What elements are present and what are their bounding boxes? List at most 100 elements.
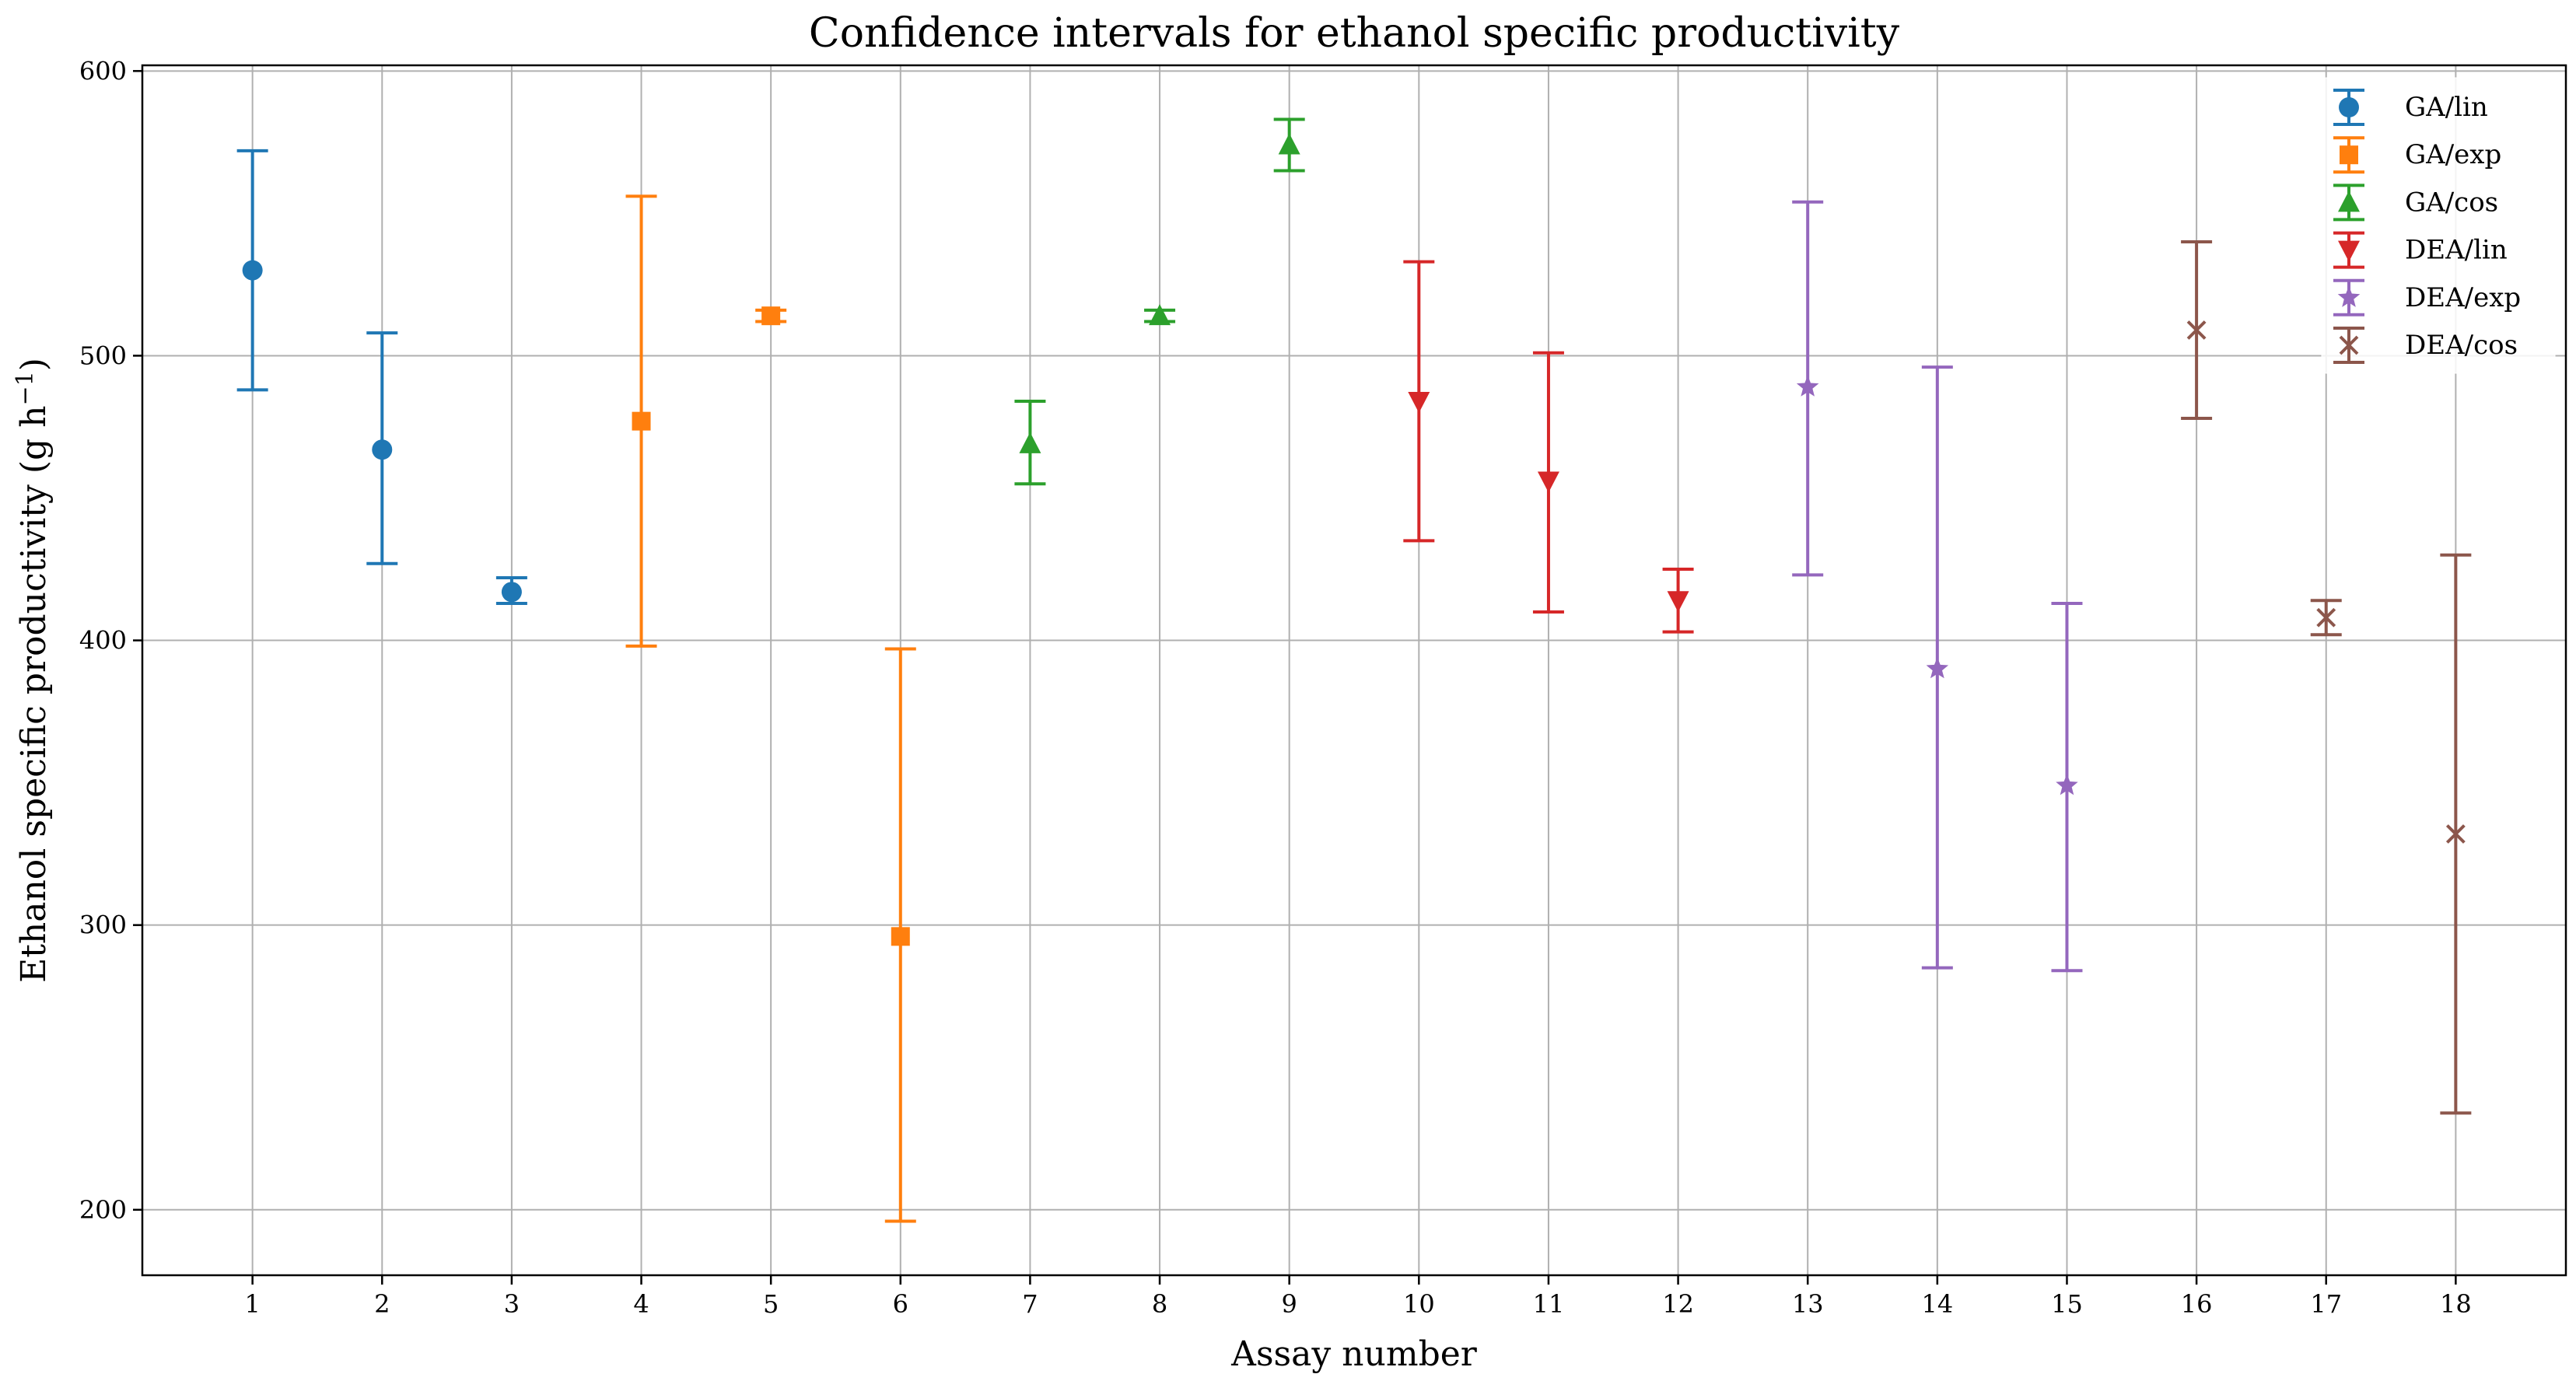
legend-label: DEA/lin	[2405, 235, 2508, 266]
legend-marker	[2339, 97, 2359, 117]
data-point	[2051, 601, 2083, 973]
x-tick-label: 17	[2310, 1289, 2342, 1319]
data-marker	[1796, 375, 1819, 397]
marker-stroke	[2186, 320, 2207, 340]
data-marker	[1019, 432, 1041, 453]
data-point	[625, 194, 657, 648]
series-dea-lin	[1403, 260, 1694, 634]
data-marker	[2186, 320, 2207, 340]
y-axis-label-close: )	[14, 358, 54, 371]
x-tick-label: 18	[2440, 1289, 2472, 1319]
data-marker	[501, 582, 522, 603]
data-point	[366, 331, 398, 565]
data-marker	[1278, 133, 1300, 155]
x-tick-label: 16	[2181, 1289, 2213, 1319]
legend-item: DEA/exp	[2333, 278, 2521, 316]
x-tick-label: 13	[1792, 1289, 1824, 1319]
legend-label: GA/lin	[2405, 92, 2488, 123]
legend-label: GA/exp	[2405, 139, 2501, 170]
series-ga-lin	[236, 149, 527, 605]
legend-label: DEA/exp	[2405, 282, 2521, 313]
chart-title: Confidence intervals for ethanol specifi…	[809, 10, 1900, 57]
x-tick-label: 12	[1662, 1289, 1694, 1319]
data-point	[1403, 260, 1435, 543]
legend-box	[2321, 77, 2556, 374]
data-marker	[2056, 774, 2078, 795]
y-axis-label-superscript: −1	[12, 371, 39, 405]
data-marker	[2316, 607, 2336, 628]
data-marker	[1149, 304, 1171, 326]
x-axis-label: Assay number	[1230, 1334, 1478, 1374]
data-point	[2181, 239, 2213, 420]
x-tick-label: 9	[1282, 1289, 1297, 1319]
data-marker	[761, 306, 781, 326]
data-marker	[891, 927, 910, 946]
x-tick-label: 10	[1403, 1289, 1435, 1319]
x-tick-label: 15	[2051, 1289, 2083, 1319]
data-point	[1014, 400, 1046, 486]
x-tick-label: 11	[1533, 1289, 1565, 1319]
legend-label: DEA/cos	[2405, 330, 2518, 361]
data-point	[1792, 200, 1824, 577]
y-axis-label: Ethanol specific productivity (g h−1)	[12, 358, 54, 983]
legend-marker	[2339, 335, 2359, 355]
marker-stroke	[2339, 335, 2359, 355]
x-tick-label: 8	[1152, 1289, 1167, 1319]
legend-item: DEA/lin	[2333, 231, 2508, 269]
legend-marker	[2337, 285, 2361, 307]
data-point	[2440, 553, 2472, 1115]
y-tick-label: 400	[79, 626, 127, 656]
data-point	[236, 149, 268, 392]
x-tick-label: 14	[1921, 1289, 1953, 1319]
y-tick-label: 200	[79, 1195, 127, 1225]
y-tick-label: 500	[79, 341, 127, 370]
data-marker	[1667, 591, 1689, 613]
data-marker	[632, 411, 651, 431]
x-tick-label: 7	[1022, 1289, 1038, 1319]
marker-stroke	[2316, 607, 2336, 628]
legend-marker	[2340, 145, 2358, 165]
legend-label: GA/cos	[2405, 187, 2498, 218]
data-marker	[1408, 392, 1430, 414]
data-marker	[2445, 824, 2466, 844]
series-ga-cos	[1014, 117, 1305, 486]
data-point	[1921, 365, 1953, 970]
data-marker	[1926, 657, 1949, 679]
series-ga-exp	[625, 194, 916, 1223]
data-point	[755, 306, 787, 326]
data-point	[495, 576, 527, 605]
data-point	[1662, 568, 1694, 634]
data-marker	[1537, 471, 1559, 493]
data-point	[1273, 117, 1305, 173]
y-tick-label: 300	[79, 911, 127, 940]
legend: GA/lin GA/exp GA/cos DEA/lin DEA/exp DEA/cos	[2321, 77, 2556, 374]
data-point	[884, 647, 916, 1223]
data-point	[1144, 304, 1176, 326]
data-point	[2310, 599, 2342, 637]
plot-frame	[141, 64, 2567, 1277]
x-tick-label: 1	[244, 1289, 260, 1319]
x-tick-label: 3	[504, 1289, 520, 1319]
x-tick-label: 6	[893, 1289, 908, 1319]
data-marker	[372, 439, 393, 460]
y-axis-label-main: Ethanol specific productivity (g h	[14, 405, 54, 982]
series-dea-exp	[1792, 200, 2083, 973]
legend-marker	[2338, 191, 2360, 212]
x-tick-label: 2	[374, 1289, 390, 1319]
legend-item: GA/exp	[2333, 136, 2501, 174]
grid-layer	[142, 65, 2566, 1275]
marker-stroke	[2445, 824, 2466, 844]
legend-item: GA/cos	[2333, 184, 2498, 222]
y-tick-label: 600	[79, 56, 127, 86]
x-tick-label: 4	[633, 1289, 649, 1319]
series-layer	[236, 117, 2472, 1223]
data-point	[1532, 351, 1564, 614]
data-marker	[242, 260, 263, 281]
ticks-layer: 1 2 3 4 5 6 7 8 9 10 11 12 13 14 15 16 17 182003004005006…	[79, 56, 2472, 1319]
x-tick-label: 5	[763, 1289, 779, 1319]
series-dea-cos	[2181, 239, 2472, 1115]
legend-item: GA/lin	[2333, 89, 2488, 126]
legend-marker	[2338, 240, 2360, 262]
legend-item: DEA/cos	[2333, 327, 2518, 364]
